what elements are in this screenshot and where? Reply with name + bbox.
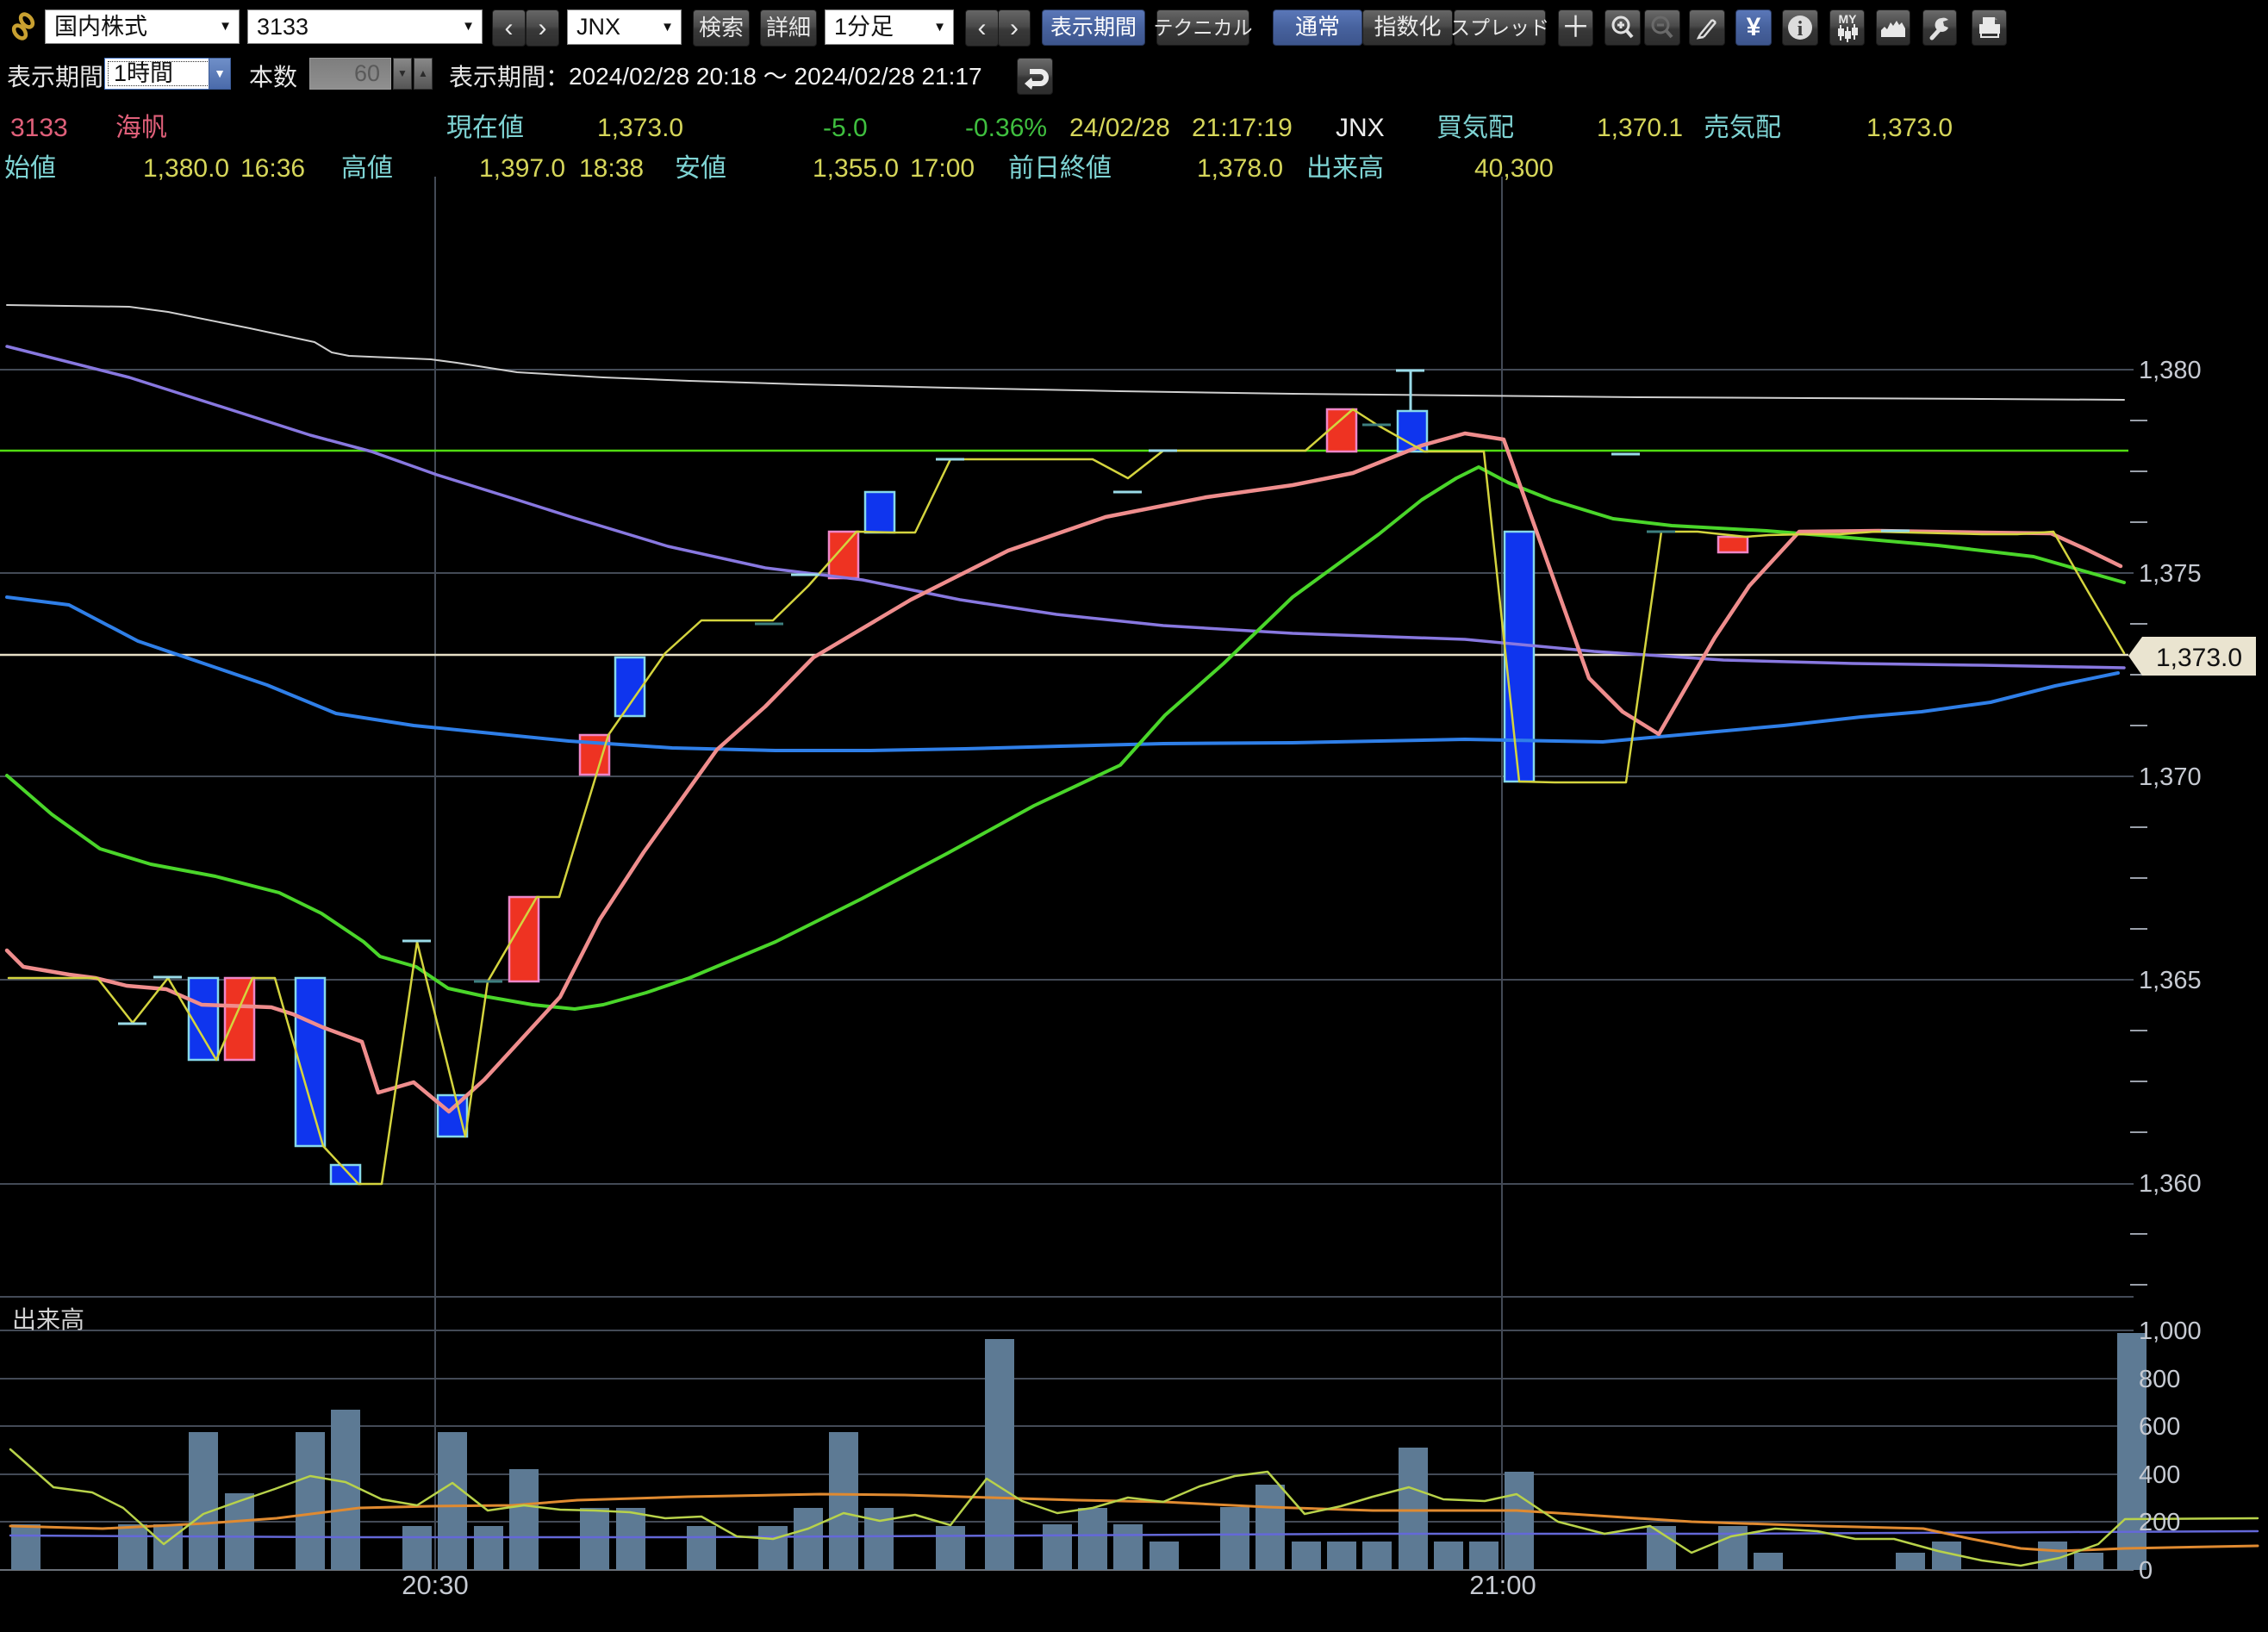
svg-text:1,360: 1,360 xyxy=(2139,1170,2202,1198)
svg-text:800: 800 xyxy=(2139,1366,2180,1393)
svg-text:400: 400 xyxy=(2139,1461,2180,1489)
svg-text:1,373.0: 1,373.0 xyxy=(2156,644,2242,672)
svg-text:i: i xyxy=(1798,18,1804,40)
svg-text:MY: MY xyxy=(1838,12,1857,26)
svg-text:1,365: 1,365 xyxy=(2139,967,2202,994)
svg-text:20:30: 20:30 xyxy=(402,1570,469,1600)
svg-text:200: 200 xyxy=(2139,1509,2180,1536)
svg-text:1,370: 1,370 xyxy=(2139,763,2202,791)
svg-text:21:00: 21:00 xyxy=(1469,1570,1536,1600)
svg-text:1,000: 1,000 xyxy=(2139,1317,2202,1345)
svg-text:出来高: 出来高 xyxy=(12,1306,84,1333)
svg-text:600: 600 xyxy=(2139,1413,2180,1441)
svg-text:0: 0 xyxy=(2139,1557,2153,1585)
svg-text:1,375: 1,375 xyxy=(2139,560,2202,588)
svg-text:1,380: 1,380 xyxy=(2139,357,2202,384)
